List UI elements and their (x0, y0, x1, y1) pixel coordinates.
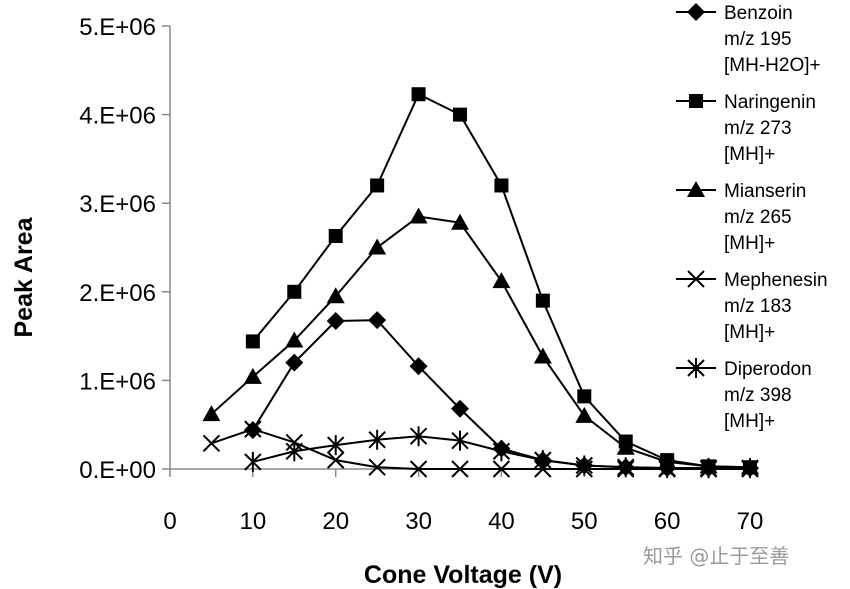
legend-label: Naringenin (724, 92, 816, 113)
data-point (617, 457, 635, 478)
data-point (699, 458, 718, 479)
series-star (244, 426, 759, 479)
y-tick-label: 0.E+00 (79, 457, 156, 484)
legend-entry: Diperodon m/z 398 [MH]+ (676, 358, 812, 432)
legend-label: Benzoin (724, 3, 793, 24)
data-point (285, 331, 304, 348)
legend-label: Diperodon (724, 359, 812, 380)
y-tick-label: 5.E+06 (79, 14, 156, 41)
data-point (244, 420, 262, 438)
data-point (534, 450, 552, 471)
data-point (368, 238, 387, 255)
legend-label: m/z 183 (724, 296, 792, 317)
data-point (202, 434, 221, 453)
x-axis-label: Cone Voltage (V) (364, 561, 562, 589)
data-point (453, 107, 467, 122)
legend-entry: Naringenin m/z 273 [MH]+ (676, 92, 816, 165)
y-axis-label: Peak Area (10, 216, 38, 337)
data-point (451, 213, 469, 230)
legend-marker (689, 94, 703, 108)
data-point (285, 441, 303, 462)
data-point (409, 357, 428, 376)
data-point (575, 455, 593, 476)
data-point (451, 399, 469, 418)
data-point (368, 429, 386, 450)
legend-label: [MH]+ (724, 322, 775, 343)
x-tick-label: 70 (737, 508, 764, 535)
x-tick-label: 40 (488, 508, 515, 535)
data-point (535, 293, 550, 308)
legend-label: Mianserin (724, 181, 806, 202)
data-point (243, 367, 262, 384)
series-triangle (202, 207, 759, 475)
data-point (577, 389, 592, 404)
data-point (575, 406, 594, 423)
x-tick-label: 30 (405, 508, 432, 535)
data-point (409, 207, 428, 224)
y-tick-label: 3.E+06 (79, 191, 156, 218)
data-point (492, 460, 511, 478)
data-point (411, 87, 426, 102)
data-point (409, 460, 428, 478)
x-tick-label: 50 (571, 508, 598, 535)
data-point (451, 430, 469, 451)
data-point (616, 438, 635, 455)
data-point (328, 228, 343, 243)
data-point (370, 178, 385, 193)
legend-marker (687, 270, 705, 288)
watermark: 知乎 @止于至善 (643, 544, 790, 568)
x-tick-label: 10 (240, 508, 267, 535)
data-point (326, 287, 345, 304)
data-point (285, 353, 304, 372)
legend-label: [MH]+ (724, 411, 775, 432)
legend-label: [MH-H2O]+ (724, 55, 821, 76)
data-point (245, 334, 260, 349)
data-point (658, 458, 676, 479)
data-point (492, 272, 511, 289)
x-tick-label: 0 (163, 508, 176, 535)
data-point (202, 405, 221, 422)
data-point (494, 178, 509, 193)
legend-entry: Benzoin m/z 195 [MH-H2O]+ (676, 3, 821, 76)
data-point (741, 458, 759, 479)
data-point (287, 284, 302, 299)
legend-label: m/z 265 (724, 207, 792, 228)
legend-entry: Mianserin m/z 265 [MH]+ (676, 181, 806, 254)
legend-marker (687, 181, 705, 197)
data-point (368, 458, 386, 476)
data-point (326, 312, 345, 331)
legend-label: m/z 273 (724, 118, 792, 139)
x-tick-label: 20 (322, 508, 349, 535)
legend-label: [MH]+ (724, 233, 775, 254)
data-point (327, 435, 345, 456)
data-point (533, 347, 552, 364)
data-point (492, 441, 511, 462)
y-tick-label: 1.E+06 (79, 368, 156, 395)
legend-entry: Mephenesin m/z 183 [MH]+ (676, 270, 828, 343)
y-tick-label: 2.E+06 (79, 280, 156, 307)
data-point (327, 451, 345, 469)
legend-label: m/z 195 (724, 29, 792, 50)
legend-label: m/z 398 (724, 385, 792, 406)
y-tick-label: 4.E+06 (79, 103, 156, 130)
series-line (210, 215, 751, 469)
data-point (409, 426, 428, 447)
data-point (451, 460, 469, 478)
data-point (368, 311, 387, 330)
legend-marker (687, 3, 705, 21)
legend-label: Mephenesin (724, 270, 828, 291)
legend-marker (687, 358, 705, 378)
legend-label: [MH]+ (724, 144, 775, 165)
x-tick-label: 60 (654, 508, 681, 535)
data-point (244, 451, 262, 472)
